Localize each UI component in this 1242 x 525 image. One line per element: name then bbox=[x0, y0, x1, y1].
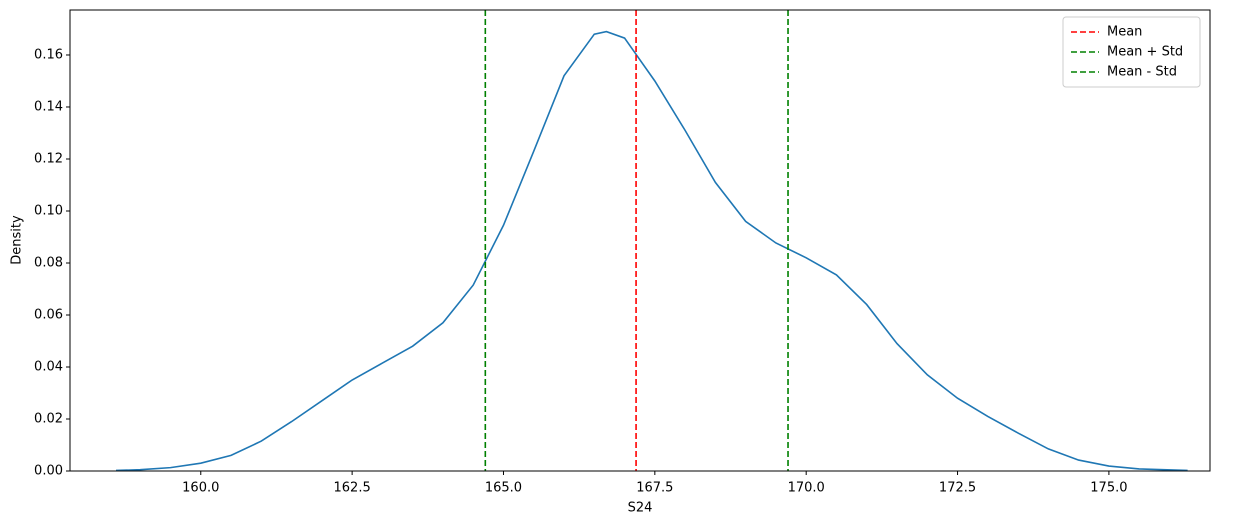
plot-frame bbox=[69, 9, 1211, 472]
x-tick-label: 165.0 bbox=[485, 481, 522, 496]
y-tick-label: 0.04 bbox=[34, 359, 63, 374]
x-tick-label: 172.5 bbox=[939, 481, 976, 496]
x-axis-label: S24 bbox=[628, 501, 653, 516]
y-axis-label: Density bbox=[10, 215, 25, 265]
density-curve bbox=[115, 30, 1188, 472]
x-tick-label: 162.5 bbox=[334, 481, 371, 496]
x-tick-label: 170.0 bbox=[788, 481, 825, 496]
y-tick-label: 0.10 bbox=[34, 203, 63, 218]
y-tick-label: 0.06 bbox=[34, 307, 63, 322]
legend-label: Mean - Std bbox=[1107, 65, 1177, 80]
legend-box bbox=[1062, 16, 1201, 88]
legend-label: Mean bbox=[1107, 25, 1142, 40]
y-tick-label: 0.00 bbox=[34, 464, 63, 479]
y-tick-label: 0.12 bbox=[34, 151, 63, 166]
x-tick-label: 160.0 bbox=[182, 481, 219, 496]
y-tick-label: 0.14 bbox=[34, 99, 63, 114]
x-tick-label: 175.0 bbox=[1090, 481, 1127, 496]
y-tick-label: 0.02 bbox=[34, 411, 63, 426]
legend-label: Mean + Std bbox=[1107, 45, 1183, 60]
y-tick-label: 0.08 bbox=[34, 255, 63, 270]
x-tick-label: 167.5 bbox=[636, 481, 673, 496]
y-tick-label: 0.16 bbox=[34, 47, 63, 62]
